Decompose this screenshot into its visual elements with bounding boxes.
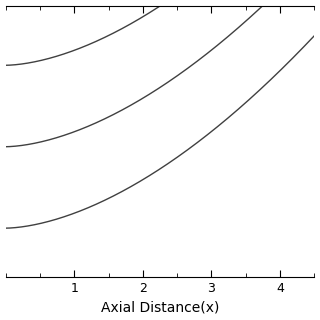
X-axis label: Axial Distance(x): Axial Distance(x) (101, 300, 219, 315)
